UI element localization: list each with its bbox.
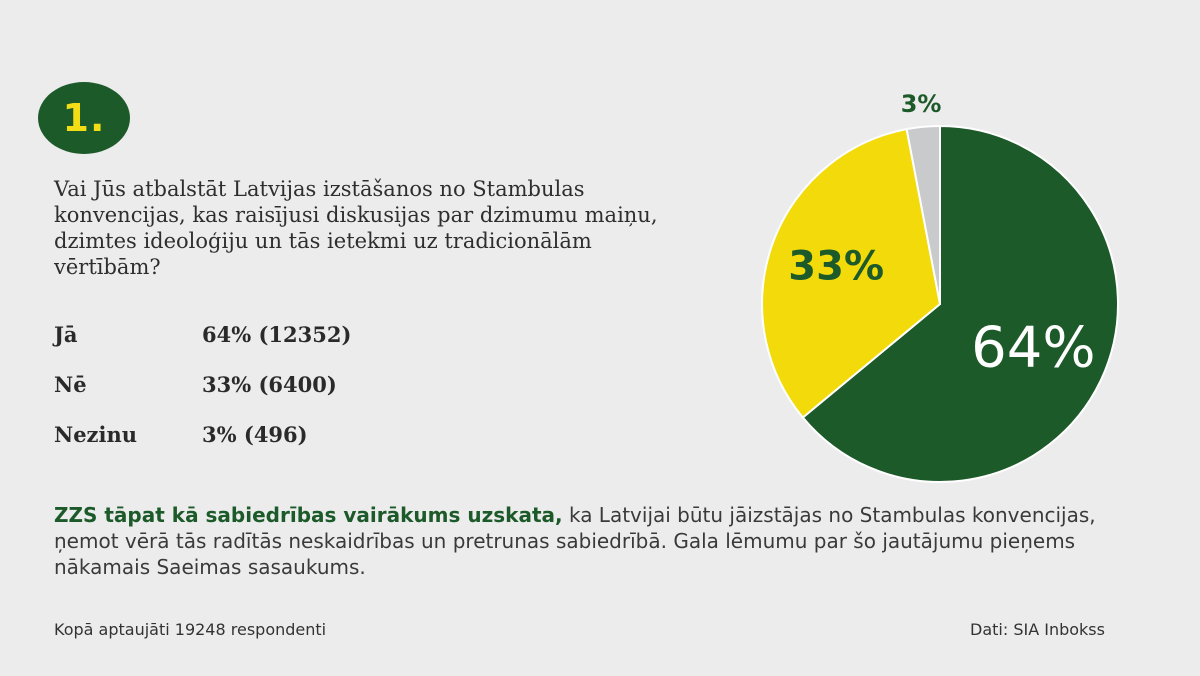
slice-label-yes: 64% — [971, 315, 1095, 380]
result-label: Nē — [54, 372, 87, 397]
slice-dont-know — [905, 124, 941, 305]
result-value: 33% (6400) — [202, 372, 337, 397]
result-value: 64% (12352) — [202, 322, 352, 347]
slice-no — [761, 127, 942, 419]
summary-text: ZZS tāpat kā sabiedrības vairākums uzska… — [54, 502, 1154, 580]
question-text: Vai Jūs atbalstāt Latvijas izstāšanos no… — [54, 177, 658, 279]
summary-lead: ZZS tāpat kā sabiedrības vairākums uzska… — [54, 503, 563, 527]
data-source: Dati: SIA Inbokss — [970, 620, 1105, 639]
pie-chart: 64% 33% 3% — [761, 90, 1119, 483]
slice-label-dont-know: 3% — [901, 90, 942, 118]
question-number-badge: 1. — [38, 82, 130, 154]
summary-body: ka Latvijai būtu jāizstājas no Stambulas… — [54, 503, 1096, 579]
result-label: Jā — [54, 322, 78, 347]
result-value: 3% (496) — [202, 422, 308, 447]
slice-yes — [801, 124, 1119, 483]
question-number: 1. — [62, 96, 106, 140]
slice-label-no: 33% — [788, 244, 884, 290]
result-label: Nezinu — [54, 422, 137, 447]
respondent-count: Kopā aptaujāti 19248 respondenti — [54, 620, 327, 639]
